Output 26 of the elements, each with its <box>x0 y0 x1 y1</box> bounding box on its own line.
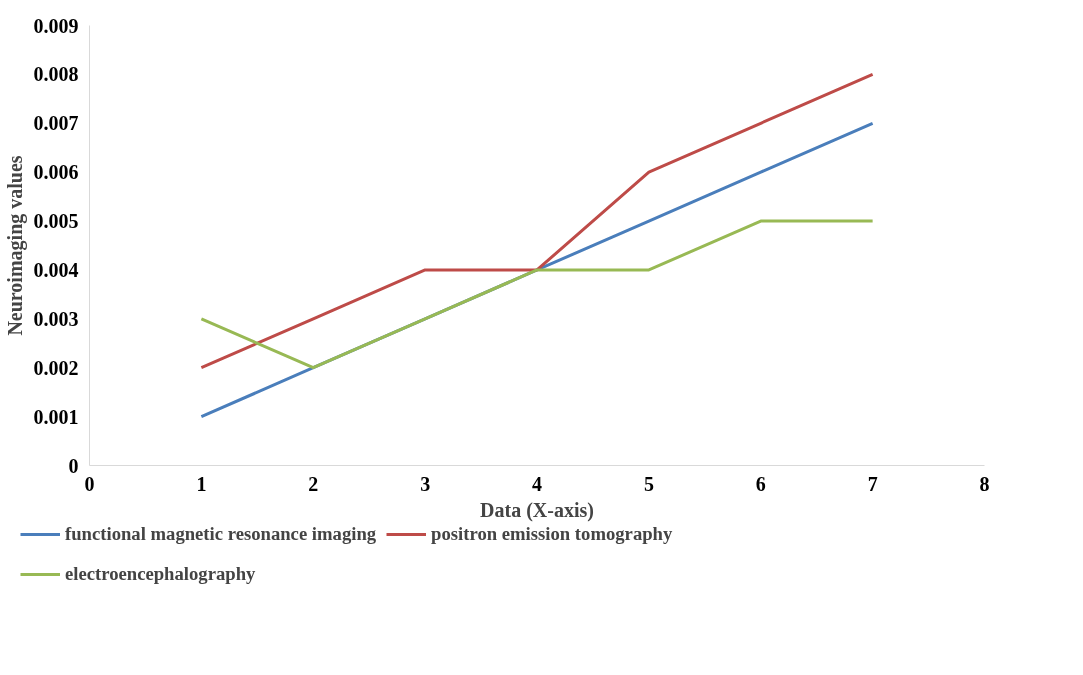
x-tick-label: 0 <box>84 472 95 495</box>
y-tick-label: 0.005 <box>33 210 79 233</box>
y-tick-label: 0.006 <box>33 161 79 184</box>
y-tick-label: 0 <box>68 454 79 477</box>
x-tick-label: 6 <box>755 472 766 495</box>
x-tick-label: 7 <box>867 472 878 495</box>
x-tick-label: 3 <box>420 472 431 495</box>
x-tick-label: 5 <box>643 472 654 495</box>
x-tick-label: 2 <box>308 472 319 495</box>
y-tick-label: 0.004 <box>33 258 79 281</box>
y-axis-title: Neuroimaging values <box>3 155 27 336</box>
legend-label: functional magnetic resonance imaging <box>65 523 377 545</box>
y-tick-label: 0.008 <box>33 63 79 86</box>
y-tick-label: 0.002 <box>33 356 79 379</box>
y-tick-label: 0.001 <box>33 405 79 428</box>
legend-label: electroencephalography <box>65 563 256 585</box>
legend-label: positron emission tomography <box>431 523 673 545</box>
y-tick-label: 0.009 <box>33 14 79 37</box>
x-axis-title: Data (X-axis) <box>480 498 594 522</box>
y-tick-label: 0.003 <box>33 307 79 330</box>
x-tick-label: 1 <box>196 472 207 495</box>
x-tick-label: 8 <box>979 472 990 495</box>
line-series <box>199 219 875 370</box>
line-series <box>199 72 875 370</box>
x-tick-label: 4 <box>532 472 542 495</box>
y-tick-label: 0.007 <box>33 112 79 135</box>
